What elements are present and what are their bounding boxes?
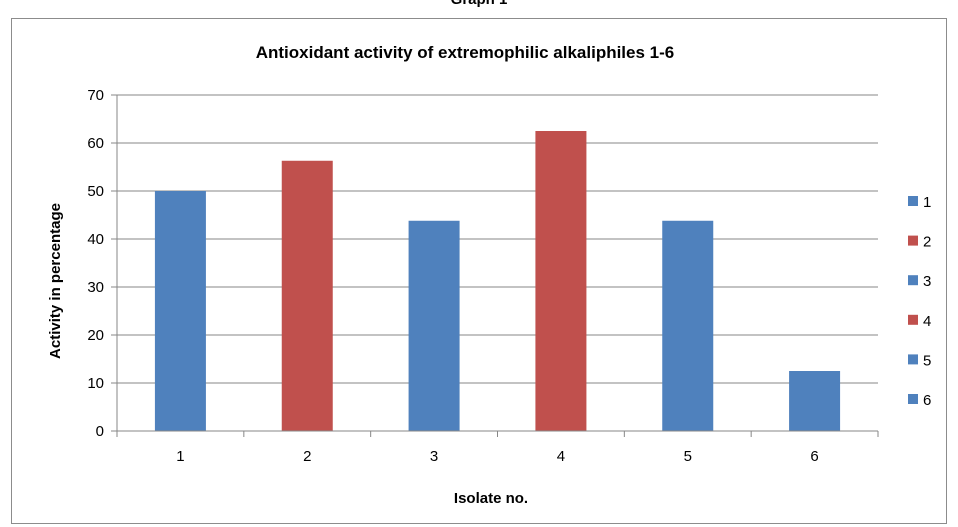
legend: 1 2 3 4 5 6 (908, 194, 931, 409)
bars (154, 131, 841, 431)
legend-swatch (908, 275, 918, 286)
y-tick-label: 0 (96, 423, 104, 440)
axes: 0 10 20 30 40 50 60 70 1 2 3 4 5 6 (87, 87, 879, 465)
x-tick-label: 6 (810, 448, 818, 465)
bar-1 (154, 191, 206, 431)
y-tick-label: 70 (87, 87, 104, 104)
legend-label: 6 (923, 392, 931, 409)
x-tick-label: 5 (684, 448, 692, 465)
bar-5 (662, 220, 714, 431)
bar-6 (789, 371, 841, 431)
legend-swatch (908, 354, 918, 365)
x-tick-label: 4 (557, 448, 565, 465)
y-tick-label: 50 (87, 183, 104, 200)
legend-swatch (908, 196, 918, 206)
y-tick-label: 10 (87, 375, 104, 392)
y-tick-label: 20 (87, 327, 104, 344)
chart-title: Antioxidant activity of extremophilic al… (256, 43, 675, 62)
legend-label: 5 (923, 352, 931, 369)
y-tick-label: 30 (87, 279, 104, 296)
y-axis-label: Activity in percentage (47, 203, 64, 359)
figure-caption: Graph 1 (0, 0, 958, 8)
bar-chart: Antioxidant activity of extremophilic al… (47, 43, 931, 507)
y-tick-label: 40 (87, 231, 104, 248)
legend-swatch (908, 235, 918, 246)
x-tick-label: 2 (303, 448, 311, 465)
gridlines (117, 94, 878, 384)
bar-4 (535, 131, 587, 431)
chart-frame: Antioxidant activity of extremophilic al… (11, 18, 947, 524)
x-tick-label: 3 (430, 448, 438, 465)
legend-swatch (908, 314, 918, 325)
bar-3 (408, 220, 460, 431)
legend-swatch (908, 394, 918, 404)
y-tick-label: 60 (87, 135, 104, 152)
x-tick-label: 1 (176, 448, 184, 465)
legend-label: 3 (923, 273, 931, 290)
bar-2 (281, 160, 333, 431)
legend-label: 4 (923, 313, 931, 330)
x-axis-label: Isolate no. (454, 490, 528, 507)
legend-label: 1 (923, 194, 931, 211)
legend-label: 2 (923, 234, 931, 251)
